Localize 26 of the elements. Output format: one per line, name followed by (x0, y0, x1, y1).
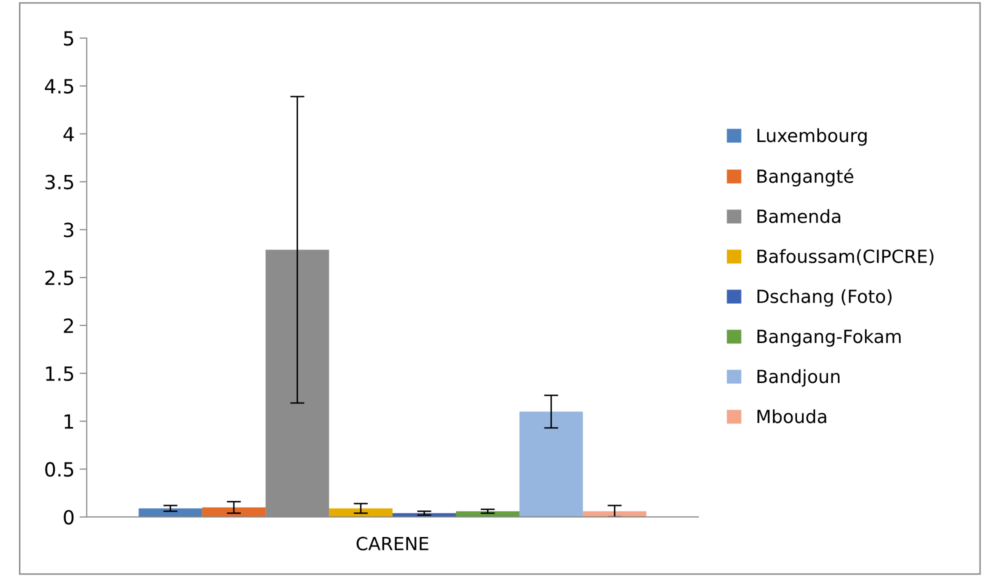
y-tick-label: 0.5 (45, 462, 74, 477)
y-tick-label: 1 (64, 414, 74, 429)
y-tick-label: 2.5 (45, 270, 74, 286)
bar (202, 507, 266, 517)
legend-label: Luxembourg (758, 128, 867, 146)
y-tick-label: 4.5 (44, 79, 74, 94)
legend-label: Bangangté (758, 168, 854, 187)
legend-label: Bafoussam(CIPCRE) (758, 249, 934, 266)
bar (329, 508, 393, 517)
bar (138, 508, 202, 517)
y-tick-label: 3.5 (45, 174, 74, 190)
legend-label: Bandjoun (758, 369, 840, 387)
bar (519, 412, 583, 517)
x-tick-label: CARENE (356, 536, 428, 550)
bar (582, 511, 646, 517)
y-tick-label: 0 (64, 510, 74, 525)
y-tick-label: 5 (64, 31, 74, 46)
legend-label: Bangang-Fokam (758, 329, 901, 347)
y-tick-label: 3 (64, 222, 74, 238)
legend-label: Bamenda (758, 209, 840, 224)
bar (456, 511, 520, 517)
y-tick-label: 1.5 (46, 366, 74, 381)
legend-label: Mbouda (758, 409, 826, 424)
y-tick-label: 4 (63, 127, 74, 142)
y-tick-label: 2 (64, 318, 73, 333)
legend-label: Dschang (Foto) (758, 289, 892, 307)
